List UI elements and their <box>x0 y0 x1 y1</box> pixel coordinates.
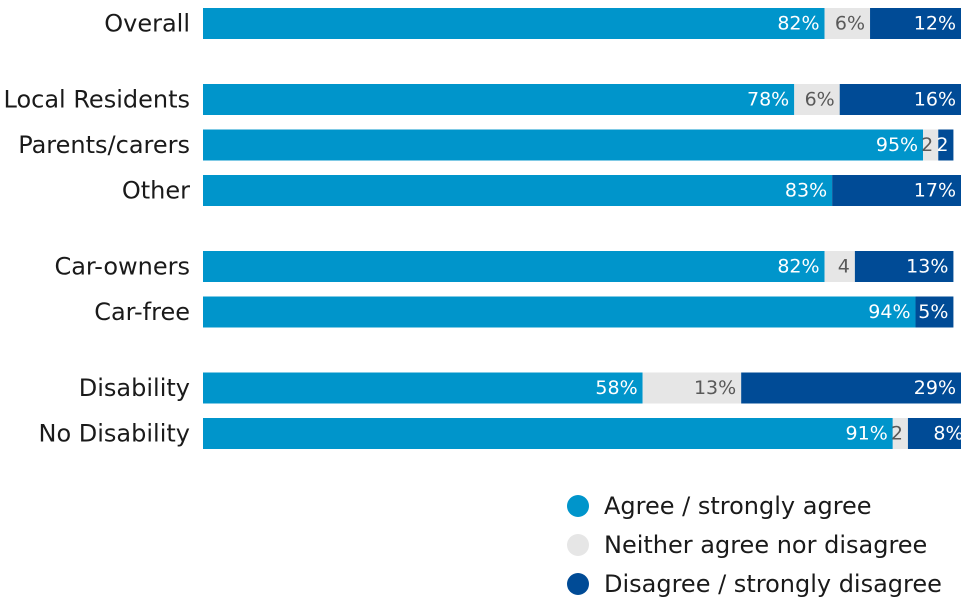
bar-overall-neither-agree-nor-disagree <box>824 8 871 39</box>
category-label-parents-carers: Parents/carers <box>18 131 190 159</box>
value-label-parents-carers-disagree-strongly-disagree: 2 <box>936 134 948 156</box>
category-label-other: Other <box>122 177 190 205</box>
category-label-overall: Overall <box>104 10 190 38</box>
bar-car-owners-disagree-strongly-disagree <box>854 251 954 282</box>
bar-disability-agree-strongly-agree <box>203 372 643 404</box>
value-label-overall-disagree-strongly-disagree: 12% <box>914 13 956 35</box>
bar-other-agree-strongly-agree <box>203 175 833 206</box>
value-label-car-owners-agree-strongly-agree: 82% <box>777 256 819 278</box>
bar-car-free-disagree-strongly-disagree <box>915 296 954 328</box>
value-label-local-residents-neither-agree-nor-disagree: 6% <box>805 89 835 111</box>
bar-parents-carers-neither-agree-nor-disagree <box>923 129 939 161</box>
legend: Agree / strongly agree Neither agree nor … <box>567 492 942 598</box>
value-label-car-owners-disagree-strongly-disagree: 13% <box>906 256 948 278</box>
legend-label-disagree-strongly-disagree: Disagree / strongly disagree <box>604 570 942 598</box>
bar-car-owners-agree-strongly-agree <box>203 251 825 282</box>
category-labels: Overall Local Residents Parents/carers Othe… <box>4 10 191 448</box>
bar-other-disagree-strongly-disagree <box>832 175 961 206</box>
bar-parents-carers-agree-strongly-agree <box>203 129 924 161</box>
bar-overall-agree-strongly-agree <box>203 8 825 39</box>
bar-car-owners-neither-agree-nor-disagree <box>824 251 855 282</box>
legend-marker-neither-agree-nor-disagree <box>567 534 589 556</box>
value-label-disability-agree-strongly-agree: 58% <box>595 377 637 399</box>
value-label-local-residents-agree-strongly-agree: 78% <box>747 89 789 111</box>
value-label-parents-carers-neither-agree-nor-disagree: 2 <box>921 134 933 156</box>
value-label-overall-neither-agree-nor-disagree: 6% <box>835 13 865 35</box>
legend-label-agree-strongly-agree: Agree / strongly agree <box>604 492 872 520</box>
category-label-car-owners: Car-owners <box>54 253 190 281</box>
bar-no-disability-disagree-strongly-disagree <box>907 418 961 449</box>
value-label-car-free-agree-strongly-agree: 94% <box>868 301 910 323</box>
legend-marker-agree-strongly-agree <box>567 495 589 517</box>
bar-car-free-agree-strongly-agree <box>203 296 916 328</box>
value-label-no-disability-agree-strongly-agree: 91% <box>846 423 888 445</box>
value-label-disability-disagree-strongly-disagree: 29% <box>914 377 956 399</box>
category-label-disability: Disability <box>79 374 190 402</box>
value-label-no-disability-neither-agree-nor-disagree: 2 <box>891 423 903 445</box>
value-label-no-disability-disagree-strongly-disagree: 8% <box>933 423 961 445</box>
category-label-local-residents: Local Residents <box>4 86 191 114</box>
bar-local-residents-neither-agree-nor-disagree <box>794 84 840 115</box>
bar-local-residents-agree-strongly-agree <box>203 84 795 115</box>
category-label-car-free: Car-free <box>94 298 190 326</box>
value-label-car-free-disagree-strongly-disagree: 5% <box>918 301 948 323</box>
value-label-local-residents-disagree-strongly-disagree: 16% <box>914 89 956 111</box>
bar-no-disability-agree-strongly-agree <box>203 418 893 449</box>
legend-label-neither-agree-nor-disagree: Neither agree nor disagree <box>604 531 927 559</box>
bar-parents-carers-disagree-strongly-disagree <box>938 129 954 161</box>
value-label-car-owners-neither-agree-nor-disagree: 4 <box>838 256 850 278</box>
bar-local-residents-disagree-strongly-disagree <box>839 84 961 115</box>
bar-overall-disagree-strongly-disagree <box>870 8 961 39</box>
value-label-overall-agree-strongly-agree: 82% <box>777 13 819 35</box>
category-label-no-disability: No Disability <box>39 420 190 448</box>
legend-marker-disagree-strongly-disagree <box>567 573 589 595</box>
value-label-parents-carers-agree-strongly-agree: 95% <box>876 134 918 156</box>
bar-no-disability-neither-agree-nor-disagree <box>892 418 908 449</box>
bars-layer: 82% 6% 12%78% 6% 16%95% 2 283% 17%82% 4 13%94% 5%5… <box>203 8 961 449</box>
value-label-other-agree-strongly-agree: 83% <box>785 180 827 202</box>
bar-disability-neither-agree-nor-disagree <box>642 372 742 404</box>
value-label-disability-neither-agree-nor-disagree: 13% <box>694 377 736 399</box>
value-label-other-disagree-strongly-disagree: 17% <box>914 180 956 202</box>
bar-disability-disagree-strongly-disagree <box>741 372 961 404</box>
